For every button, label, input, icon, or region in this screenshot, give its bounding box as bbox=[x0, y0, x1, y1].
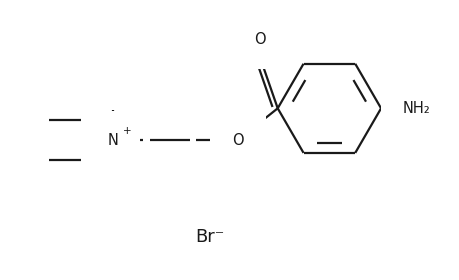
Text: O: O bbox=[232, 132, 244, 148]
Text: +: + bbox=[123, 126, 131, 136]
Text: NH₂: NH₂ bbox=[403, 101, 431, 116]
Text: Br⁻: Br⁻ bbox=[196, 228, 225, 246]
Text: O: O bbox=[254, 32, 266, 47]
Text: N: N bbox=[107, 132, 118, 148]
